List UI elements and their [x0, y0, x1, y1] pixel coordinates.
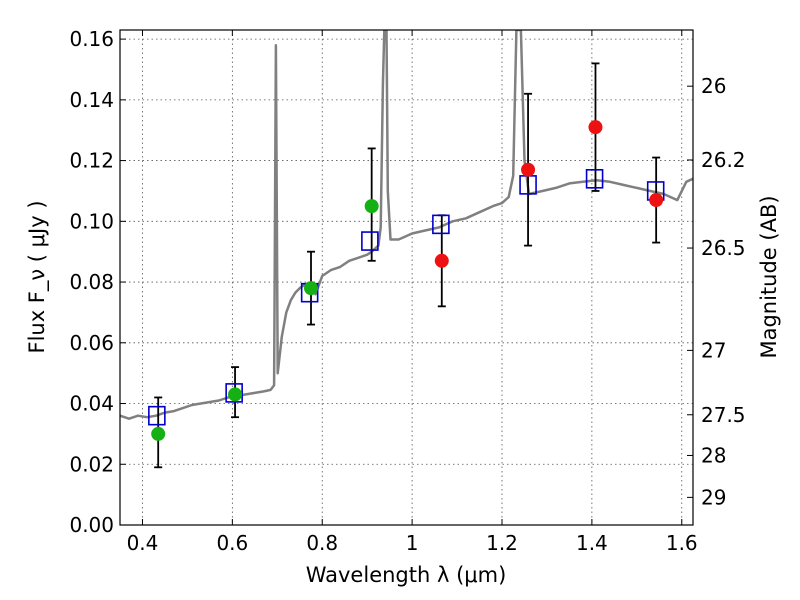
y-tick-label: 0.00 [69, 513, 114, 537]
y-tick-label: 0.08 [69, 270, 114, 294]
model-square [361, 231, 379, 251]
y2-tick-label: 29 [701, 485, 726, 509]
y-tick-label: 0.10 [69, 209, 114, 233]
model-square [225, 383, 243, 403]
x-tick-label: 1.4 [576, 531, 608, 555]
y-tick-label: 0.14 [69, 88, 114, 112]
grid-layer [120, 30, 693, 525]
x-tick-label: 0.6 [216, 531, 248, 555]
green-data-point [228, 387, 243, 402]
y2-tick-label: 27 [701, 338, 726, 362]
model-square [148, 405, 166, 426]
green-data-point [151, 426, 166, 441]
model-spectrum-line [120, 30, 693, 420]
y-tick-label: 0.12 [69, 149, 114, 173]
y2-tick-label: 26.5 [701, 236, 746, 260]
model-square [432, 214, 450, 235]
y2-tick-label: 26 [701, 74, 726, 98]
red-data-point [434, 253, 449, 268]
y-axis-label: Flux F_ν ( μJy ) [25, 200, 50, 353]
x-tick-label: 1.2 [486, 531, 518, 555]
series-group [120, 30, 693, 469]
x-tick-label: 1 [406, 531, 419, 555]
red-data-point [521, 162, 536, 177]
red-data-point [649, 193, 664, 208]
y2-axis-label: Magnitude (AB) [757, 195, 781, 358]
plot-frame [119, 29, 694, 526]
ticks-layer: 0.4 0.6 0.8 1 1.2 1.4 1.6 0.00 0.02 0.04 0.06 0.08 0… [69, 27, 745, 555]
model-square [585, 169, 604, 189]
y-tick-label: 0.16 [69, 27, 114, 51]
series-layer [120, 30, 693, 469]
y2-tick-label: 28 [701, 443, 726, 467]
x-tick-label: 0.4 [127, 531, 159, 555]
x-tick-label: 0.8 [306, 531, 338, 555]
y-tick-label: 0.06 [69, 331, 114, 355]
x-tick-label: 1.6 [666, 531, 698, 555]
y-tick-label: 0.04 [69, 392, 114, 416]
red-data-point [588, 120, 603, 135]
green-data-point [304, 281, 318, 296]
y2-tick-label: 27.5 [701, 403, 746, 427]
green-data-point [364, 199, 379, 214]
y2-tick-label: 26.2 [701, 148, 746, 172]
y-tick-label: 0.02 [69, 452, 114, 476]
x-axis-label: Wavelength λ (μm) [306, 563, 507, 587]
